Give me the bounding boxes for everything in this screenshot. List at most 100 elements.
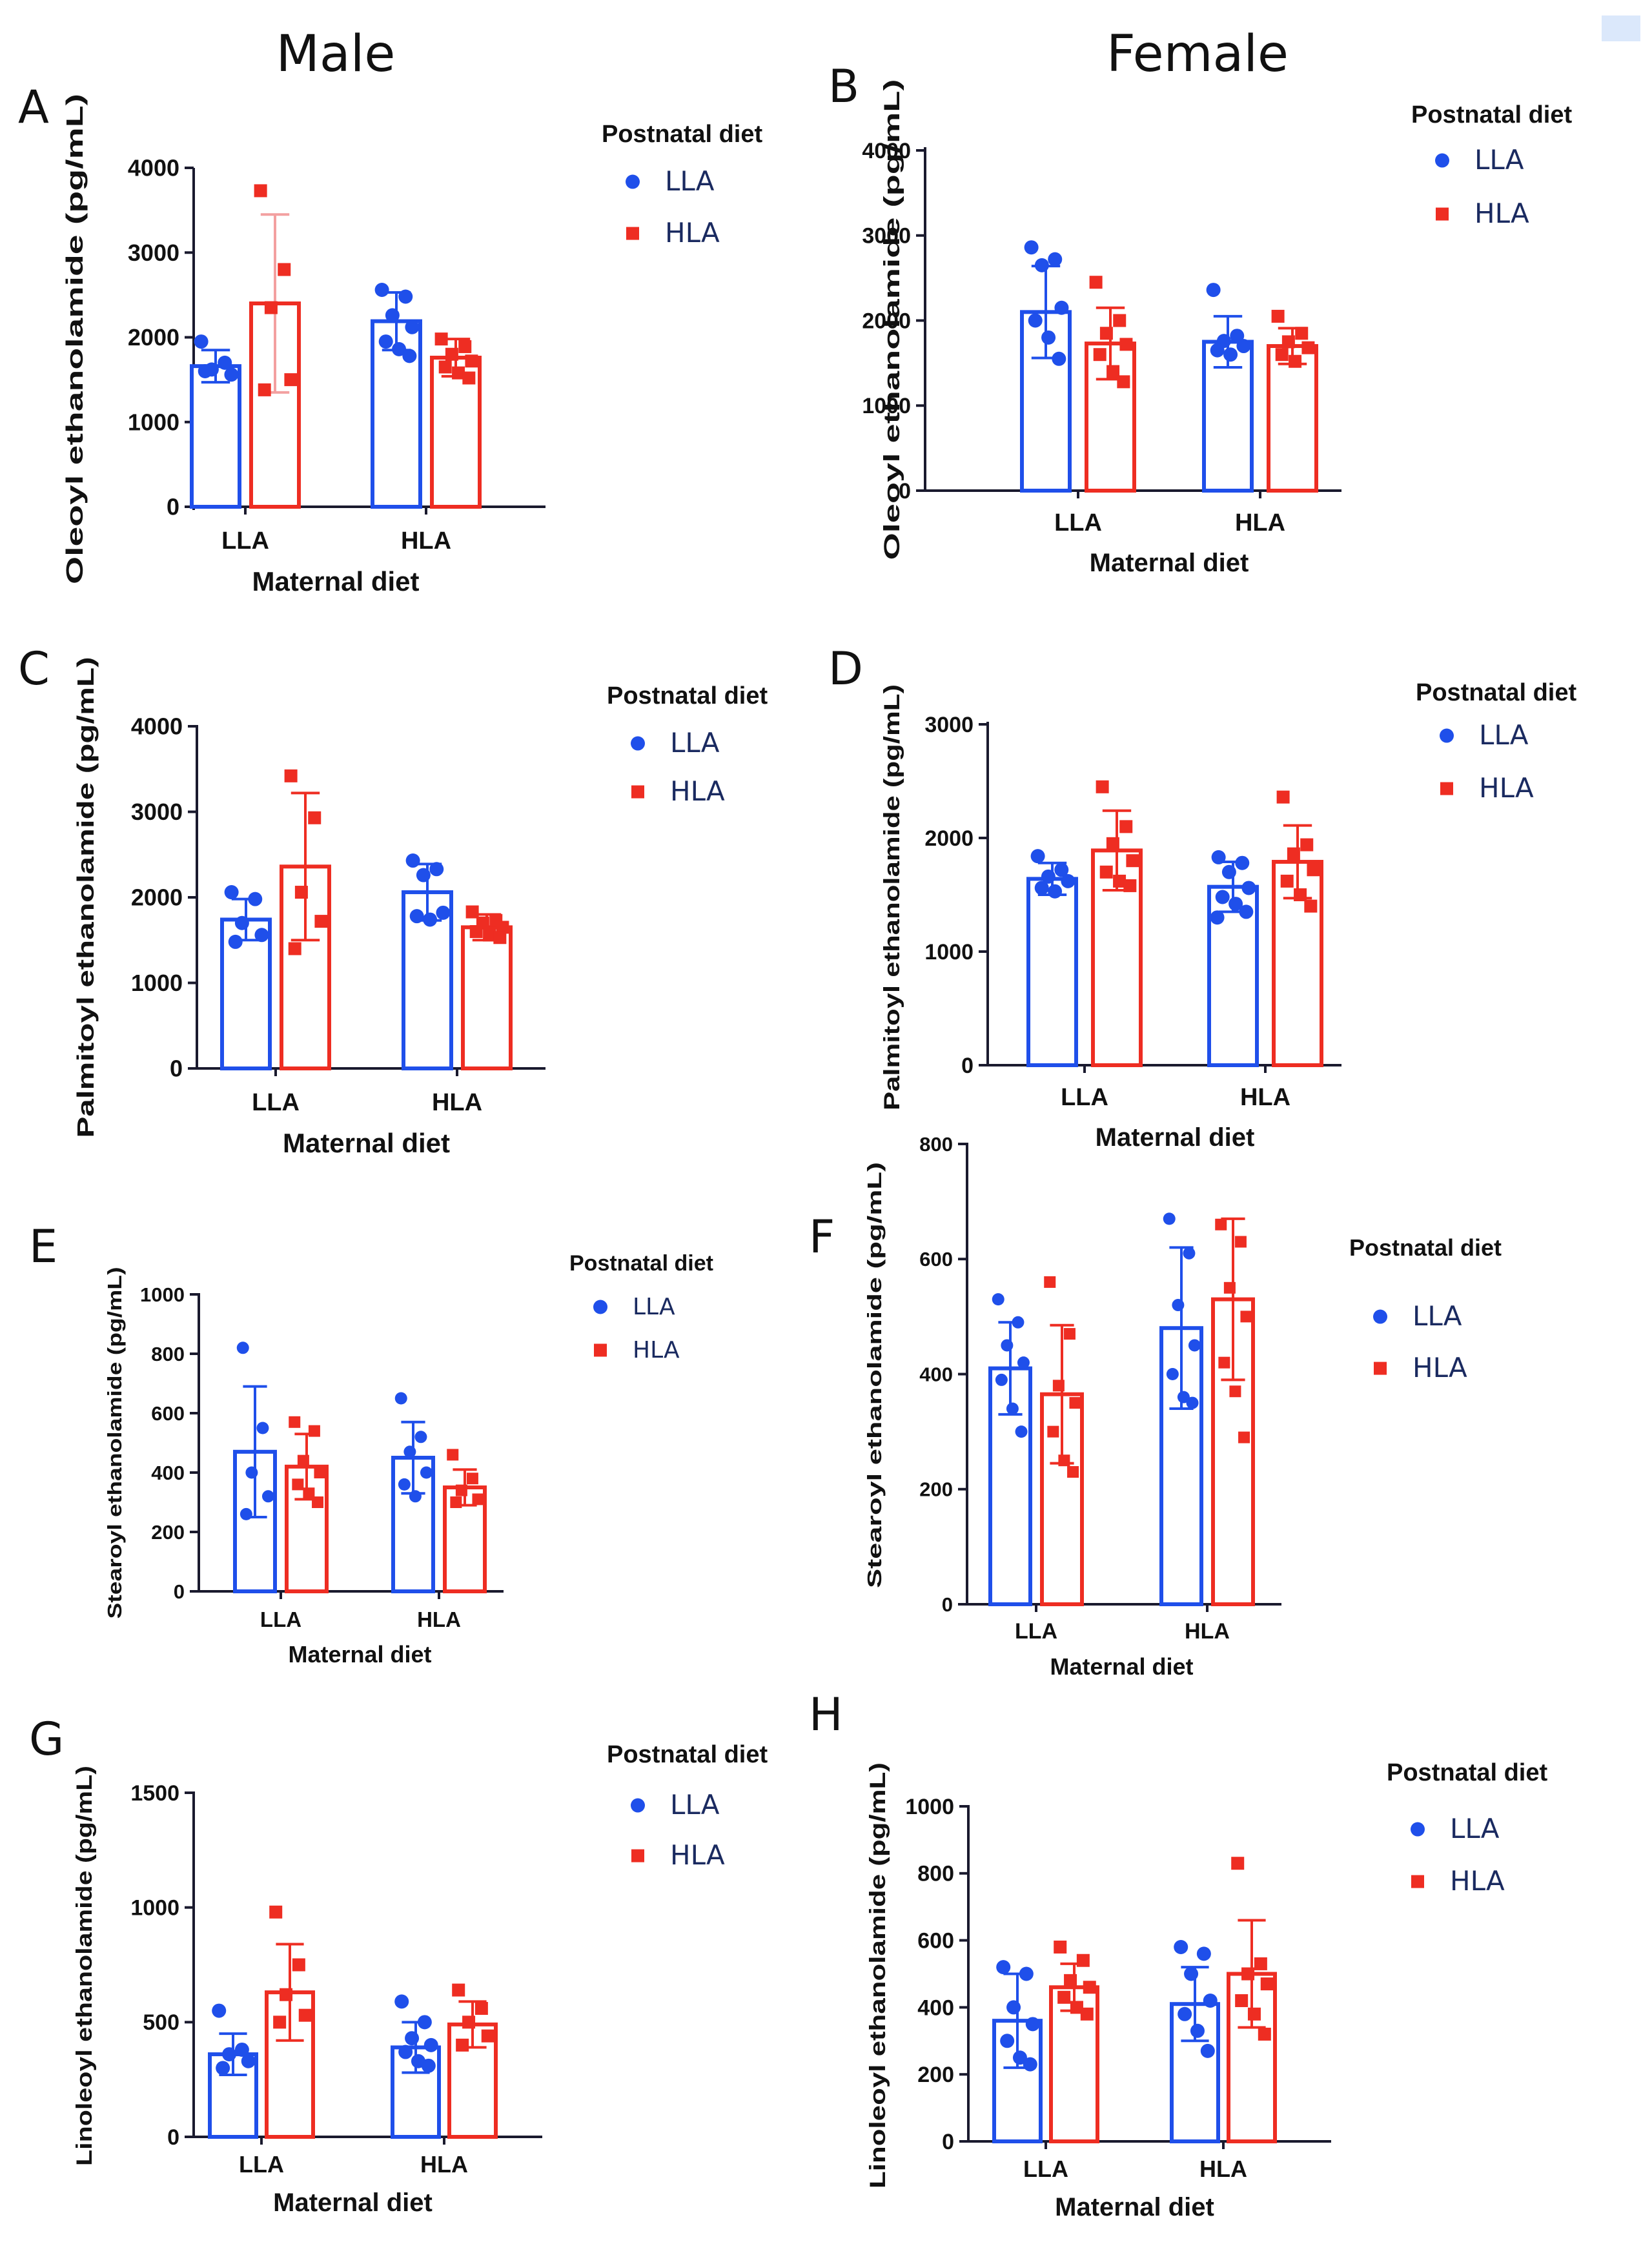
y-tick-label: 200 bbox=[917, 2063, 954, 2087]
data-point-lla bbox=[409, 1490, 422, 1503]
data-point-lla bbox=[1034, 258, 1049, 272]
data-point-lla bbox=[1034, 881, 1049, 895]
data-point-hla bbox=[1126, 854, 1139, 868]
data-point-hla bbox=[1123, 879, 1137, 892]
panel-letter: E bbox=[29, 1220, 57, 1273]
x-category-label: LLA bbox=[221, 527, 269, 555]
data-point-hla bbox=[493, 931, 507, 944]
x-category-label: HLA bbox=[420, 2151, 468, 2178]
data-point-lla bbox=[234, 2042, 249, 2057]
data-point-lla bbox=[256, 1422, 269, 1434]
data-point-hla bbox=[458, 340, 472, 353]
data-point-hla bbox=[1258, 2027, 1271, 2041]
y-tick-label: 3000 bbox=[924, 713, 974, 737]
y-tick-label: 3000 bbox=[128, 240, 179, 266]
panel-A: A 0 1000 2000 3000 4000 Oleoyl ethanolamide (p… bbox=[18, 81, 762, 597]
data-point-lla bbox=[248, 892, 263, 906]
data-point-lla bbox=[1028, 313, 1043, 328]
data-point-hla bbox=[1223, 1281, 1236, 1294]
data-point-hla bbox=[456, 2038, 469, 2052]
panel-letter: G bbox=[29, 1713, 64, 1766]
data-point-hla bbox=[1238, 1431, 1250, 1444]
y-tick-label: 4000 bbox=[131, 713, 183, 740]
y-tick-label: 200 bbox=[919, 1478, 953, 1501]
data-point-hla bbox=[472, 1493, 484, 1505]
x-category-label: LLA bbox=[1054, 509, 1102, 536]
data-point-hla bbox=[1093, 348, 1106, 362]
data-point-lla bbox=[421, 2058, 436, 2073]
y-axis-label: Stearoyl ethanolamide (pg/mL) bbox=[103, 1267, 126, 1619]
panel-D: D 0 1000 2000 3000 Palmitoyl ethanolamide (pg… bbox=[828, 642, 1576, 1152]
data-point-hla bbox=[292, 1958, 305, 1972]
y-axis-label: Palmitoyl ethanolamide (pg/mL) bbox=[880, 684, 904, 1110]
data-point-hla bbox=[1119, 820, 1133, 833]
data-point-hla bbox=[1295, 327, 1309, 340]
legend-label-lla: LLA bbox=[670, 727, 720, 759]
data-point-hla bbox=[314, 1467, 326, 1478]
x-axis-label: Maternal diet bbox=[288, 1641, 431, 1668]
data-point-lla bbox=[1054, 862, 1069, 877]
legend-marker-hla bbox=[626, 227, 639, 240]
legend-label-lla: LLA bbox=[1450, 1813, 1500, 1844]
bar-lla bbox=[1026, 877, 1078, 1067]
y-tick-label: 500 bbox=[143, 2010, 179, 2035]
y-tick-label: 2000 bbox=[862, 309, 911, 333]
data-point-lla bbox=[228, 934, 243, 949]
data-point-hla bbox=[1231, 1857, 1245, 1870]
data-point-lla bbox=[1235, 855, 1250, 870]
data-point-lla bbox=[234, 915, 249, 930]
legend-marker-lla bbox=[1373, 1309, 1387, 1324]
data-point-lla bbox=[1241, 881, 1256, 895]
data-point-lla bbox=[420, 1466, 433, 1479]
data-point-hla bbox=[469, 925, 483, 938]
data-point-hla bbox=[1280, 874, 1294, 888]
data-point-lla bbox=[194, 334, 209, 349]
data-point-lla bbox=[1223, 347, 1238, 362]
x-category-label: HLA bbox=[1240, 1084, 1290, 1111]
y-tick-label: 1000 bbox=[130, 1896, 179, 1921]
x-category-label: HLA bbox=[432, 1089, 482, 1116]
data-point-lla bbox=[240, 1507, 252, 1520]
data-point-lla bbox=[1041, 869, 1055, 884]
y-tick-label: 3000 bbox=[862, 224, 911, 249]
data-point-hla bbox=[1067, 1466, 1079, 1478]
data-point-lla bbox=[414, 1431, 427, 1444]
data-point-hla bbox=[1117, 375, 1130, 389]
data-point-lla bbox=[1188, 1339, 1201, 1352]
data-point-hla bbox=[1044, 1276, 1056, 1288]
legend-marker-lla bbox=[593, 1300, 607, 1314]
data-point-lla bbox=[429, 862, 444, 877]
data-point-hla bbox=[1047, 1425, 1059, 1438]
legend-label-lla: LLA bbox=[633, 1294, 675, 1320]
data-point-hla bbox=[1064, 1974, 1077, 1987]
legend-marker-lla bbox=[1440, 728, 1454, 743]
legend-title: Postnatal diet bbox=[569, 1251, 713, 1276]
data-point-hla bbox=[308, 1425, 320, 1437]
legend-title: Postnatal diet bbox=[607, 1741, 768, 1768]
panel-letter: C bbox=[18, 642, 50, 695]
panel-H: H 0 200 400 600 800 1000 Linoleoyl ethanolamide… bbox=[809, 1688, 1547, 2221]
data-point-lla bbox=[1015, 1425, 1028, 1438]
panel-letter: B bbox=[828, 60, 859, 113]
y-tick-label: 1500 bbox=[130, 1781, 179, 1806]
data-point-hla bbox=[298, 2008, 312, 2022]
bar-hla bbox=[461, 925, 513, 1070]
data-point-hla bbox=[1289, 354, 1302, 368]
data-point-hla bbox=[462, 2015, 476, 2029]
legend-label-hla: HLA bbox=[670, 775, 725, 807]
data-point-hla bbox=[264, 301, 278, 314]
data-point-hla bbox=[1287, 847, 1300, 861]
x-category-label: HLA bbox=[401, 527, 451, 555]
data-point-hla bbox=[1119, 338, 1133, 351]
legend-label-hla: HLA bbox=[633, 1337, 680, 1363]
data-point-lla bbox=[1052, 351, 1066, 366]
data-point-hla bbox=[481, 2029, 495, 2043]
y-tick-label: 800 bbox=[919, 1133, 953, 1156]
bar-hla bbox=[1267, 344, 1318, 493]
data-point-lla bbox=[236, 1342, 249, 1354]
data-point-lla bbox=[403, 1445, 416, 1458]
panel-G: G 0 500 1000 1500 Linoleoyl ethanolamide (pg/… bbox=[29, 1713, 768, 2217]
data-point-hla bbox=[1080, 2007, 1094, 2021]
x-axis-label: Maternal diet bbox=[283, 1128, 450, 1158]
